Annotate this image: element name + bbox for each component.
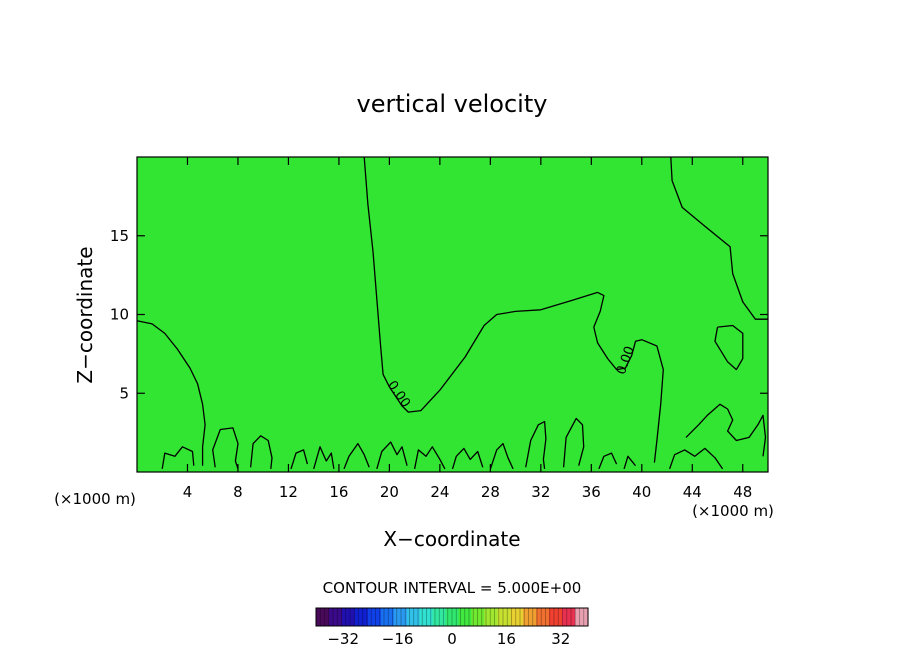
colorbar-tick-label: −32 [327, 630, 359, 648]
x-tick-label: 20 [380, 483, 399, 501]
colorbar-swatch [497, 608, 511, 626]
contour-line [313, 446, 335, 470]
colorbar-swatch [316, 608, 330, 626]
colorbar-swatch [419, 608, 434, 626]
contour-line [562, 417, 585, 468]
y-tick-label: 10 [110, 306, 129, 324]
contour-line [290, 449, 309, 470]
contour-line [525, 420, 547, 469]
contour-line [714, 324, 744, 371]
x-tick-label: 4 [183, 483, 193, 501]
x-tick-label: 48 [733, 483, 752, 501]
colorbar-swatch [458, 608, 473, 626]
x-tick-label: 40 [632, 483, 651, 501]
colorbar-swatch [484, 608, 498, 626]
x-tick-label: 44 [683, 483, 702, 501]
x-tick-label: 36 [582, 483, 601, 501]
contour-line [413, 446, 446, 470]
contour-line [376, 441, 408, 470]
contour-line [623, 455, 637, 470]
x-tick-label: 16 [329, 483, 348, 501]
x-unit-left: (×1000 m) [54, 490, 136, 508]
plot-area-fill [137, 157, 768, 472]
contour-line [685, 403, 767, 457]
colorbar-swatch [380, 608, 395, 626]
colorbar-swatch [523, 608, 537, 626]
colorbar-tick-label: 0 [447, 630, 457, 648]
colorbar-swatch [432, 608, 447, 626]
colorbar-tick-label: −16 [382, 630, 414, 648]
contour-line [598, 452, 618, 470]
colorbar-swatch [536, 608, 550, 626]
contour-line [451, 447, 484, 470]
colorbar-title: CONTOUR INTERVAL = 5.000E+00 [323, 579, 582, 597]
colorbar-swatch [393, 608, 408, 626]
y-axis-ticks: 5 10 15 [110, 227, 768, 402]
contour-line [136, 320, 206, 466]
colorbar-swatch [341, 608, 356, 626]
y-axis-label: Z−coordinate [73, 246, 97, 383]
contour-line [249, 435, 273, 469]
colorbar-swatch [562, 608, 576, 626]
colorbar-swatch [510, 608, 524, 626]
contour-lines [136, 156, 768, 470]
x-tick-label: 24 [430, 483, 449, 501]
contour-line [489, 442, 514, 470]
colorbar-swatch [406, 608, 421, 626]
colorbar-swatch [471, 608, 485, 626]
contour-line [670, 156, 768, 320]
colorbar-swatch [549, 608, 563, 626]
y-tick-label: 5 [119, 384, 129, 402]
chart-title: vertical velocity [357, 90, 548, 118]
x-tick-label: 12 [279, 483, 298, 501]
colorbar-swatch [354, 608, 369, 626]
x-unit-right: (×1000 m) [692, 502, 774, 520]
y-tick-label: 15 [110, 227, 129, 245]
colorbar-tick-label: 32 [551, 630, 570, 648]
colorbar [315, 607, 589, 627]
colorbar-swatch [575, 608, 589, 626]
x-tick-label: 28 [481, 483, 500, 501]
x-tick-label: 8 [233, 483, 243, 501]
colorbar-swatch [445, 608, 460, 626]
x-axis-label: X−coordinate [383, 527, 520, 551]
colorbar-swatch [367, 608, 382, 626]
x-tick-label: 32 [531, 483, 550, 501]
contour-line [212, 427, 239, 470]
contour-line [668, 447, 724, 470]
x-axis-ticks: 4 8 12 16 20 24 28 32 36 40 44 48 [183, 157, 752, 501]
colorbar-ticks: −32 −16 0 16 32 [327, 630, 570, 648]
colorbar-frame [315, 607, 589, 627]
colorbar-swatch [328, 608, 343, 626]
contour-line [363, 156, 664, 463]
contour-line [343, 442, 370, 470]
contour-line [161, 446, 195, 470]
colorbar-tick-label: 16 [497, 630, 516, 648]
